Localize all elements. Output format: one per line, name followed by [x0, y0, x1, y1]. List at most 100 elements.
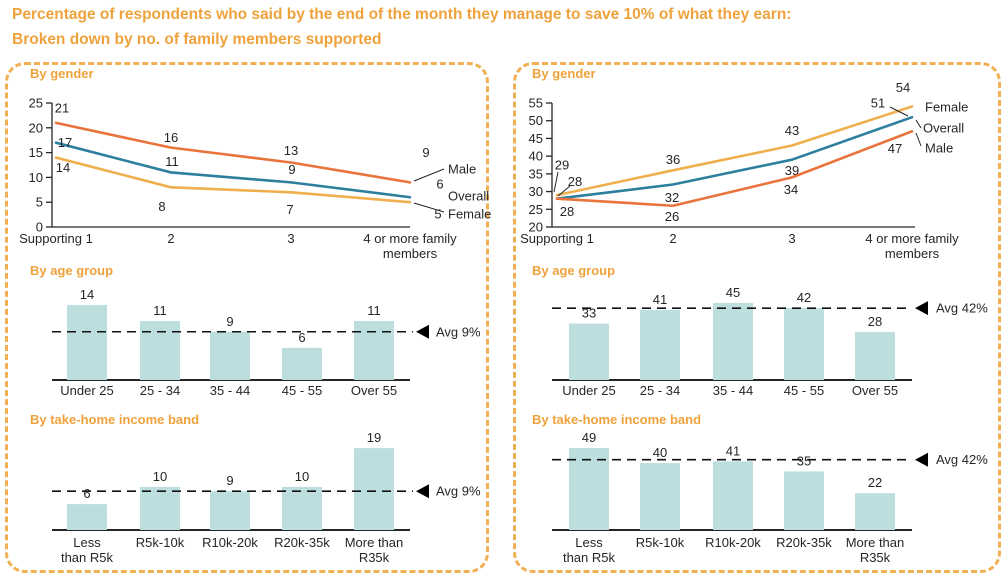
bar-value-label: 22 — [868, 475, 882, 490]
bar-r10k-20k — [713, 461, 753, 530]
y-tick-label: 20 — [529, 220, 543, 235]
category-label-4-or-more-family-members: 4 or more family — [865, 231, 959, 246]
point-label-overall: 11 — [165, 154, 179, 169]
category-label-r20k-35k: R20k-35k — [776, 535, 832, 550]
category-label-4-or-more-family-members: members — [383, 246, 438, 261]
category-label-r10k-20k: R10k-20k — [705, 535, 761, 550]
bar-value-label: 10 — [295, 469, 309, 484]
point-label-female: 8 — [158, 199, 165, 214]
average-arrow-icon — [416, 324, 429, 339]
category-label-25-34: 25 - 34 — [140, 383, 180, 398]
series-line-female — [54, 156, 412, 204]
page-title-line-1: Percentage of respondents who said by th… — [12, 6, 792, 23]
point-label-overall: 28 — [568, 174, 582, 189]
bar-under-25 — [569, 323, 609, 380]
y-tick-label: 35 — [529, 166, 543, 181]
category-label-45-55: 45 - 55 — [282, 383, 322, 398]
heading-income-right: By take-home income band — [532, 412, 702, 427]
point-label-female: 43 — [785, 123, 799, 138]
panel-left — [5, 62, 489, 573]
bar-r20k-35k — [282, 486, 322, 530]
point-label-overall: 6 — [436, 177, 443, 192]
category-label-less-than-r5k: Less — [73, 535, 101, 550]
bar-r20k-35k — [784, 471, 824, 530]
bar-r5k-10k — [140, 486, 180, 530]
category-label-more-than-r35k: More than — [846, 535, 905, 550]
bar-value-label: 6 — [83, 486, 90, 501]
bar-r10k-20k — [210, 491, 250, 530]
point-label-female: 36 — [666, 152, 680, 167]
category-label-supporting-1: Supporting 1 — [19, 231, 93, 246]
bar-over-55 — [354, 321, 394, 380]
y-tick-label: 5 — [36, 195, 43, 210]
bar-value-label: 11 — [153, 303, 167, 318]
series-line-female — [555, 105, 914, 197]
bar-value-label: 14 — [80, 287, 94, 302]
point-label-overall: 9 — [288, 162, 295, 177]
point-label-male: 9 — [422, 145, 429, 160]
bar-45-55 — [784, 308, 824, 380]
bar-25-34 — [640, 309, 680, 380]
bar-value-label: 40 — [653, 445, 667, 460]
category-label-over-55: Over 55 — [852, 383, 898, 398]
point-label-male: 16 — [164, 130, 178, 145]
legend-leader — [413, 168, 445, 182]
legend-leader — [915, 132, 922, 147]
y-tick-label: 15 — [29, 145, 43, 160]
bar-35-44 — [713, 303, 753, 380]
bar-value-label: 11 — [367, 303, 381, 318]
point-label-female: 54 — [896, 80, 910, 95]
point-label-male: 13 — [284, 143, 298, 158]
category-label-less-than-r5k: Less — [575, 535, 603, 550]
category-label-supporting-1: Supporting 1 — [520, 231, 594, 246]
bar-value-label: 9 — [226, 314, 233, 329]
bar-value-label: 28 — [868, 314, 882, 329]
category-label-more-than-r35k: More than — [345, 535, 404, 550]
bar-under-25 — [67, 304, 107, 380]
category-label-4-or-more-family-members: 4 or more family — [363, 231, 457, 246]
legend-female: Female — [448, 207, 491, 222]
y-tick-label: 25 — [29, 96, 43, 111]
bar-value-label: 9 — [226, 473, 233, 488]
category-label-2: 2 — [669, 231, 676, 246]
y-tick-label: 55 — [529, 96, 543, 111]
legend-overall: Overall — [448, 189, 489, 204]
heading-age-left: By age group — [30, 263, 114, 278]
age-bar-chart-left: 14 11 9 6 11 Avg 9% Under 25 25 - 34 35 - 44 45 -… — [52, 287, 481, 398]
label-leader — [553, 171, 559, 193]
legend-leader — [915, 119, 922, 129]
category-label-less-than-r5k: than R5k — [563, 550, 616, 565]
point-label-overall: 39 — [785, 163, 799, 178]
bar-r5k-10k — [640, 463, 680, 530]
bar-value-label: 35 — [797, 453, 811, 468]
average-label: Avg 9% — [436, 484, 481, 499]
category-label-r20k-35k: R20k-35k — [274, 535, 330, 550]
point-label-male: 47 — [888, 141, 902, 156]
panel-right — [513, 62, 1001, 573]
y-tick-label: 40 — [529, 149, 543, 164]
point-label-female: 14 — [56, 160, 70, 175]
bar-more-than-r35k — [354, 448, 394, 530]
bar-value-label: 6 — [298, 330, 305, 345]
average-arrow-icon — [915, 452, 928, 467]
point-label-overall: 32 — [665, 190, 679, 205]
category-label-less-than-r5k: than R5k — [61, 550, 114, 565]
category-label-r5k-10k: R5k-10k — [136, 535, 185, 550]
heading-gender-left: By gender — [30, 66, 94, 81]
category-label-under-25: Under 25 — [60, 383, 113, 398]
category-label-35-44: 35 - 44 — [713, 383, 753, 398]
label-leader — [889, 106, 909, 117]
bar-value-label: 19 — [367, 430, 381, 445]
bar-value-label: 41 — [653, 292, 667, 307]
series-line-overall — [555, 115, 914, 200]
category-label-45-55: 45 - 55 — [784, 383, 824, 398]
category-label-4-or-more-family-members: members — [885, 246, 940, 261]
heading-age-right: By age group — [532, 263, 616, 278]
heading-income-left: By take-home income band — [30, 412, 200, 427]
series-line-overall — [54, 141, 412, 199]
